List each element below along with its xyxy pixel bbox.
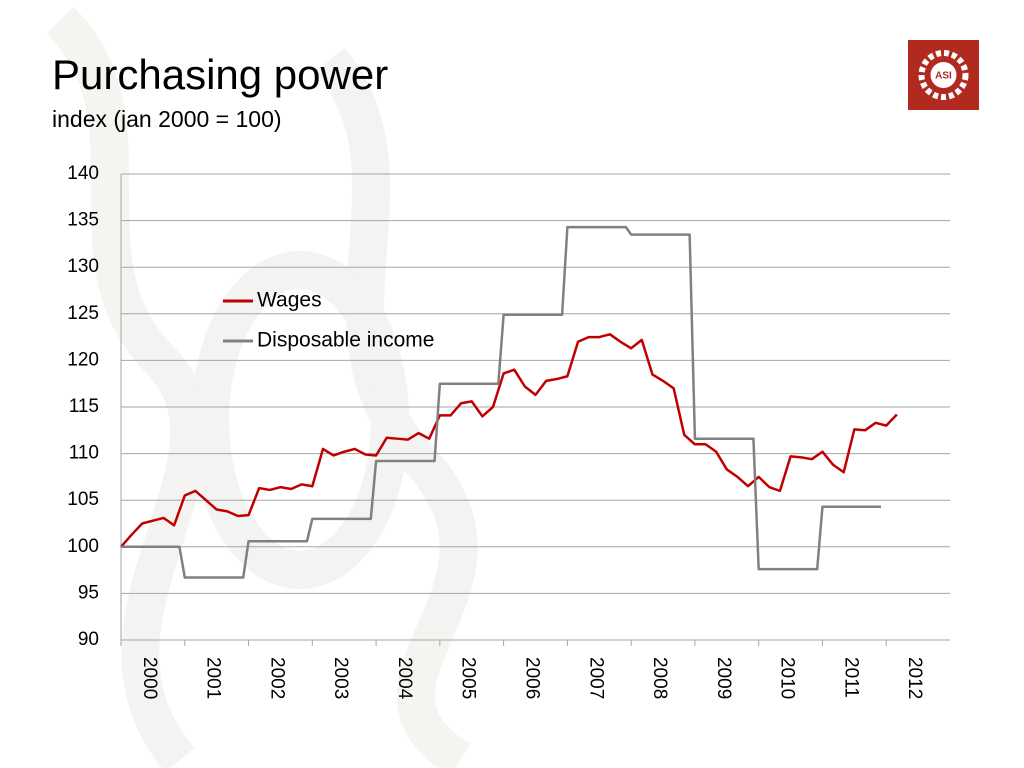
y-tick-label: 115 [69, 396, 99, 417]
y-tick-label: 95 [78, 582, 99, 603]
y-tick-label: 100 [67, 536, 99, 557]
x-tick-label: 2005 [458, 657, 479, 699]
x-tick-label: 2007 [585, 657, 606, 699]
legend-label: Wages [257, 289, 322, 312]
x-tick-label: 2009 [713, 657, 734, 699]
x-tick-label: 2012 [904, 657, 925, 699]
x-tick-label: 2001 [203, 657, 224, 699]
x-tick-label: 2000 [139, 657, 160, 699]
data-line [120, 333, 898, 548]
y-tick-label: 105 [67, 489, 99, 510]
x-tick-label: 2002 [266, 657, 287, 699]
chart-subtitle: index (jan 2000 = 100) [52, 106, 282, 132]
x-tick-label: 2003 [330, 657, 351, 699]
x-tick-label: 2008 [649, 657, 670, 699]
y-tick-label: 130 [67, 256, 99, 277]
y-tick-label: 125 [67, 303, 99, 324]
logo: ASI [908, 40, 979, 110]
y-tick-label: 110 [69, 443, 99, 464]
x-tick-label: 2004 [394, 657, 415, 700]
plot-area: 90 95 100 105 110 115 120 125 130 135 140 2000 2001 2… [67, 163, 950, 700]
logo-center [930, 62, 957, 88]
data-line [121, 225, 881, 579]
legend-label: Disposable income [257, 329, 434, 352]
y-tick-label: 120 [67, 349, 99, 370]
y-tick-label: 135 [67, 210, 99, 231]
y-tick-label: 90 [78, 629, 99, 650]
x-tick-label: 2011 [840, 657, 861, 698]
y-tick-label: 140 [67, 163, 99, 184]
x-tick-label: 2010 [777, 657, 798, 699]
x-tick-label: 2006 [521, 657, 542, 699]
chart-title: Purchasing power [52, 51, 388, 98]
logo-text: ASI [935, 71, 952, 82]
logo-chain [918, 50, 969, 100]
